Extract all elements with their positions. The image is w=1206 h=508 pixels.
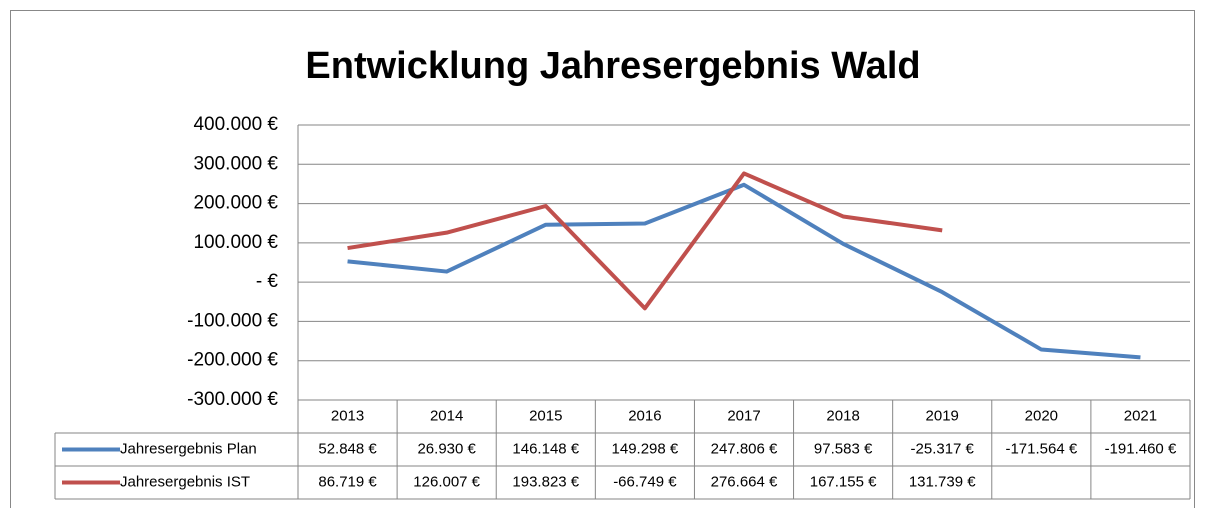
y-tick-label: 400.000 €	[193, 114, 278, 135]
data-label: -25.317 €	[911, 440, 975, 457]
x-tick-label: 2017	[727, 407, 760, 424]
y-tick-label: - €	[256, 271, 279, 292]
y-tick-label: 100.000 €	[193, 232, 278, 253]
x-tick-label: 2020	[1025, 407, 1058, 424]
x-tick-label: 2016	[628, 407, 661, 424]
data-label: 167.155 €	[810, 473, 877, 490]
data-label: 131.739 €	[909, 473, 976, 490]
data-label: 126.007 €	[413, 473, 480, 490]
y-tick-label: -100.000 €	[187, 310, 278, 331]
chart-title: Entwicklung Jahresergebnis Wald	[305, 45, 920, 87]
x-tick-label: 2015	[529, 407, 562, 424]
data-label: 149.298 €	[612, 440, 679, 457]
x-tick-label: 2014	[430, 407, 463, 424]
data-label: 276.664 €	[711, 473, 778, 490]
x-tick-label: 2018	[826, 407, 859, 424]
data-label: 97.583 €	[814, 440, 873, 457]
legend-label: Jahresergebnis IST	[120, 473, 250, 490]
legend-label: Jahresergebnis Plan	[120, 440, 257, 457]
series-line	[347, 171, 943, 311]
x-tick-label: 2021	[1124, 407, 1157, 424]
data-label: -171.564 €	[1005, 440, 1077, 457]
data-label: 26.930 €	[417, 440, 476, 457]
y-tick-label: -200.000 €	[187, 350, 278, 371]
x-tick-label: 2019	[926, 407, 959, 424]
data-label: -191.460 €	[1105, 440, 1177, 457]
y-tick-label: 200.000 €	[193, 193, 278, 214]
data-label: 193.823 €	[512, 473, 579, 490]
data-label: -66.749 €	[613, 473, 677, 490]
y-tick-label: 300.000 €	[193, 153, 278, 174]
data-label: 52.848 €	[318, 440, 377, 457]
x-tick-label: 2013	[331, 407, 364, 424]
data-label: 86.719 €	[318, 473, 377, 490]
data-label: 146.148 €	[512, 440, 579, 457]
chart-border	[10, 10, 1195, 508]
data-label: 247.806 €	[711, 440, 778, 457]
series-line	[347, 182, 1141, 360]
y-tick-label: -300.000 €	[187, 389, 278, 410]
